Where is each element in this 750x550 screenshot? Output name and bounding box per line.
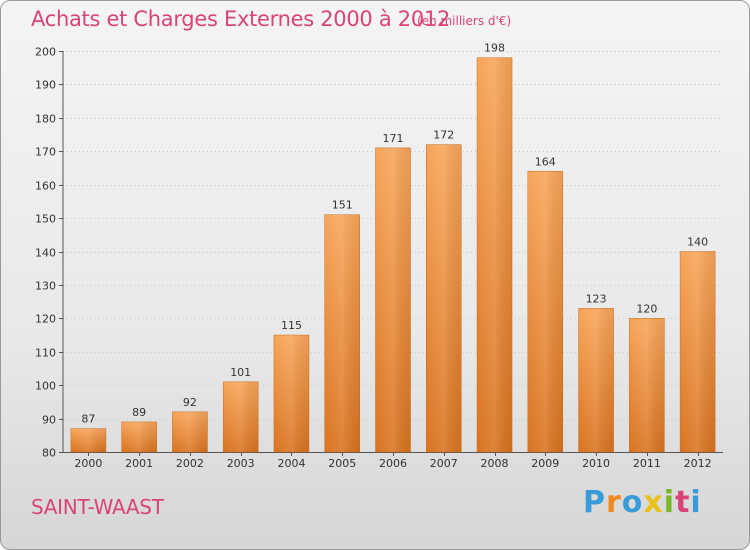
y-tick-label-200: 200 [35,46,56,59]
x-tick-label-2003: 2003 [227,457,255,470]
x-tick-label-2005: 2005 [328,457,356,470]
x-tick-label-2006: 2006 [379,457,407,470]
bar-shine-2003 [223,381,259,452]
bar-shine-2010 [578,308,614,452]
bar-shine-2009 [527,171,563,453]
x-tick-label-2009: 2009 [531,457,559,470]
y-tick-label-80: 80 [42,447,56,460]
value-label-2010: 123 [586,292,607,305]
y-tick-label-120: 120 [35,313,56,326]
bar-shine-2006 [375,147,411,453]
logo-letter: r [606,485,622,520]
x-tick-label-2010: 2010 [582,457,610,470]
x-tick-label-2011: 2011 [633,457,661,470]
bar-shine-2004 [273,335,309,452]
bar-shine-2007 [426,144,462,453]
town-name: SAINT-WAAST [31,495,164,519]
bar-shine-2012 [680,251,716,452]
y-tick-label-90: 90 [42,414,56,427]
bar-shine-2011 [629,318,665,452]
value-label-2009: 164 [535,155,556,168]
logo-letter: x [643,485,664,520]
x-tick-label-2000: 2000 [74,457,102,470]
y-tick-label-180: 180 [35,113,56,126]
y-tick-label-150: 150 [35,213,56,226]
logo-letter: i [690,485,702,520]
value-label-2006: 171 [383,132,404,145]
y-tick-label-190: 190 [35,79,56,92]
y-tick-label-160: 160 [35,180,56,193]
value-label-2001: 89 [132,406,146,419]
value-label-2012: 140 [687,236,708,249]
bar-shine-2002 [172,411,208,452]
value-label-2008: 198 [484,42,505,55]
y-axis: 80 90 100 110 120 130 140 150 160 170 180 190 200 [35,46,723,460]
bar-shine-2001 [121,421,157,452]
chart-unit-subtitle: (en milliers d'€) [417,14,512,28]
bar-shine-2000 [70,428,106,452]
y-tick-label-140: 140 [35,247,56,260]
x-tick-label-2002: 2002 [176,457,204,470]
y-tick-label-110: 110 [35,347,56,360]
bars: 87 89 92 101 115 151 171 172 198 164 123 120 140 [70,42,716,453]
y-tick-label-100: 100 [35,380,56,393]
x-tick-label-2004: 2004 [277,457,305,470]
logo-letter: i [663,485,676,520]
proxiti-logo: Proxiti [583,485,702,520]
x-tick-label-2008: 2008 [481,457,509,470]
logo-letter: P [583,485,606,520]
logo-letter: t [675,485,691,520]
value-label-2002: 92 [183,396,197,409]
y-tick-label-130: 130 [35,280,56,293]
value-label-2005: 151 [332,199,353,212]
bar-shine-2005 [324,214,360,452]
chart-title: Achats et Charges Externes 2000 à 2012 [31,7,451,31]
x-tick-label-2007: 2007 [430,457,458,470]
value-label-2011: 120 [636,302,657,315]
x-axis-labels: 2000 2001 2002 2003 2004 2005 2006 2007 2008 2009… [74,457,711,470]
value-label-2003: 101 [230,366,251,379]
bar-shine-2008 [477,57,513,452]
x-tick-label-2012: 2012 [684,457,712,470]
x-tick-label-2001: 2001 [125,457,153,470]
value-label-2004: 115 [281,319,302,332]
logo-letter: o [621,485,644,520]
value-label-2000: 87 [81,413,95,426]
value-label-2007: 172 [433,129,454,142]
y-tick-label-170: 170 [35,146,56,159]
